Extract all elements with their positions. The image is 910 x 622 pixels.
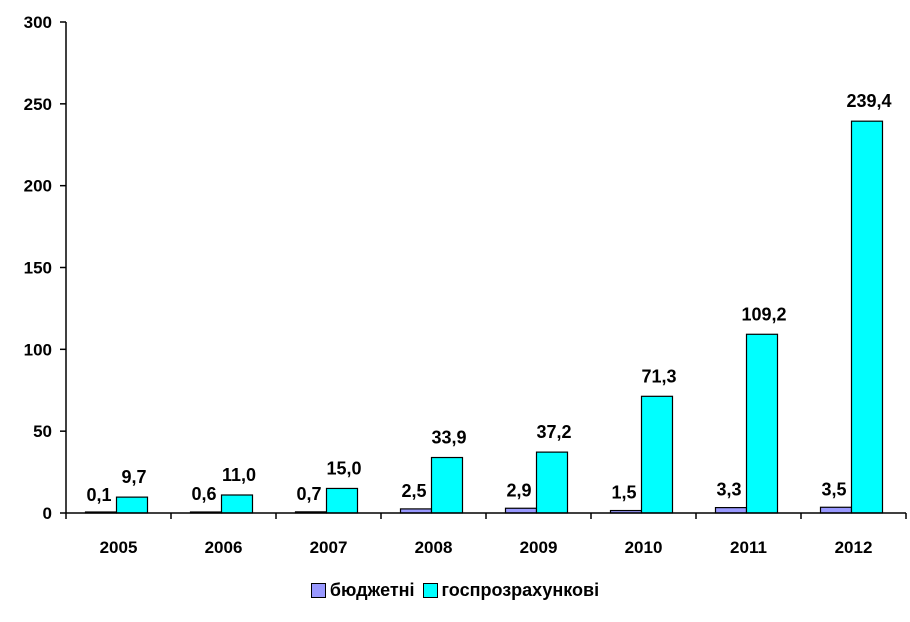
bar-budget — [819, 506, 853, 514]
y-tick-label: 200 — [24, 177, 52, 196]
bar-selfsupporting — [430, 456, 464, 514]
data-label-selfsupporting: 33,9 — [431, 428, 466, 448]
bar-selfsupporting — [115, 496, 149, 514]
x-tick-label: 2009 — [520, 538, 558, 557]
data-labels: 0,1 9,7 0,6 11,0 0,715,0 2,5 33,9 2,9 37,2 1,5 71,… — [86, 91, 891, 505]
x-tick-label: 2011 — [730, 538, 767, 557]
bar-budget — [714, 506, 748, 514]
data-label-budget: 1,5 — [611, 483, 636, 503]
data-label-selfsupporting: 11,0 — [222, 465, 256, 485]
x-tick-label: 2005 — [100, 538, 138, 557]
legend-item-budget: бюджетні — [310, 579, 415, 601]
bar-selfsupporting — [220, 494, 254, 514]
legend-label-selfsupporting: госпрозрахункові — [441, 579, 600, 600]
data-label-budget: 0,1 — [86, 485, 111, 505]
data-label-budget: 3,5 — [821, 479, 846, 499]
x-tick-label: 2010 — [625, 538, 663, 557]
legend-label-budget: бюджетні — [329, 579, 415, 600]
bar-selfsupporting — [535, 451, 569, 514]
x-tick-label: 2008 — [415, 538, 453, 557]
y-tick-label: 300 — [24, 13, 52, 32]
y-tick-label: 150 — [24, 259, 52, 278]
y-tick-label: 50 — [33, 422, 52, 441]
data-label-selfsupporting: 239,4 — [846, 91, 891, 111]
data-label-budget: 3,3 — [716, 480, 741, 500]
data-label-selfsupporting: 71,3 — [641, 366, 676, 386]
legend-item-selfsupporting: госпрозрахункові — [422, 579, 600, 601]
data-label-budget: 0,6 — [191, 484, 216, 504]
x-axis-ticks: 2005 2006 2007 2008 2009 2010 2011 2012 — [65, 513, 907, 557]
bar-selfsupporting — [745, 333, 779, 514]
data-label-budget: 2,9 — [506, 480, 531, 500]
data-label-selfsupporting: 9,7 — [121, 467, 146, 487]
x-tick-label: 2012 — [835, 538, 873, 557]
x-tick-label: 2007 — [310, 538, 348, 557]
data-label-selfsupporting: 15,0 — [326, 458, 361, 478]
y-tick-label: 100 — [24, 340, 52, 359]
y-axis-ticks: 0 50 100 150 200 250 300 — [24, 13, 66, 523]
legend-swatch-budget — [310, 582, 326, 598]
bar-selfsupporting — [640, 395, 674, 514]
bars — [84, 120, 884, 514]
y-tick-label: 250 — [24, 95, 52, 114]
data-label-selfsupporting: 37,2 — [536, 422, 571, 442]
data-label-selfsupporting: 109,2 — [741, 304, 786, 324]
y-tick-label: 0 — [43, 504, 52, 523]
legend-row: бюджетні госпрозрахункові — [0, 575, 910, 605]
bar-selfsupporting — [850, 120, 884, 514]
bar-selfsupporting — [325, 487, 359, 514]
data-label-budget: 0,7 — [296, 484, 321, 504]
data-label-budget: 2,5 — [401, 481, 426, 501]
legend-swatch-selfsupporting — [422, 582, 438, 598]
x-tick-label: 2006 — [205, 538, 243, 557]
